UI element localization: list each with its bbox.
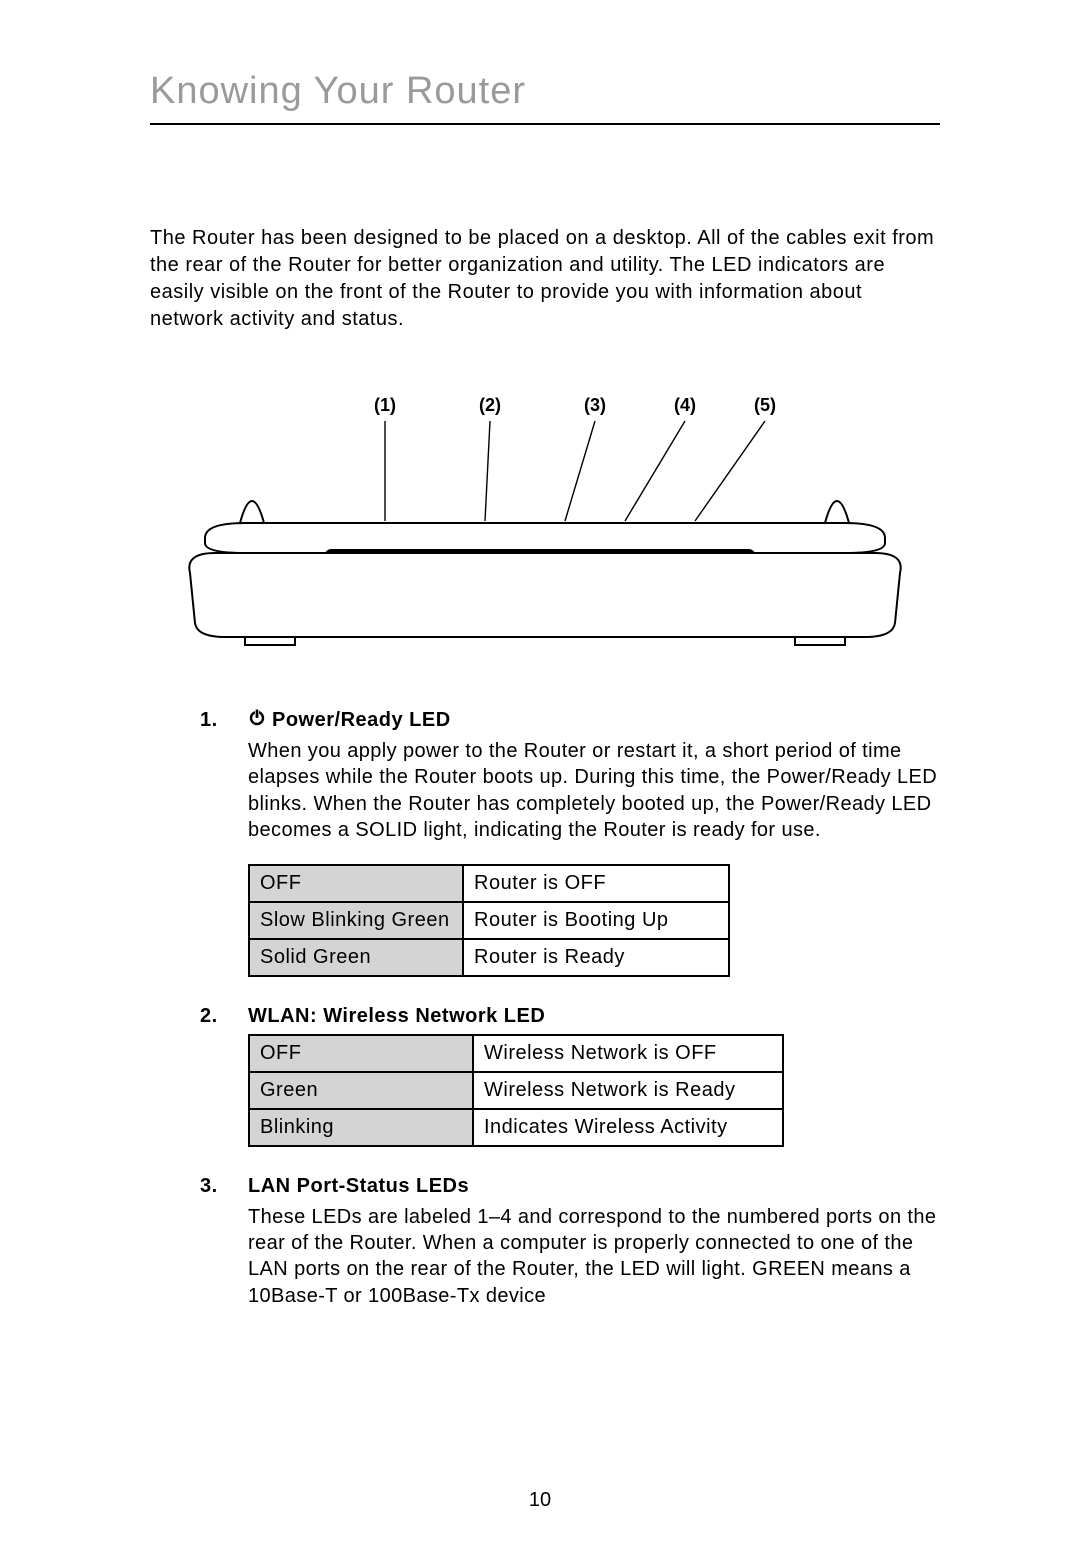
table-row: OFFRouter is OFF <box>249 865 729 902</box>
led-desc-cell: Indicates Wireless Activity <box>473 1109 783 1146</box>
led-item: 1. Power/Ready LED When you apply power to… <box>200 708 940 977</box>
led-state-cell: Solid Green <box>249 939 463 976</box>
led-desc-cell: Router is Booting Up <box>463 902 729 939</box>
section-title: Knowing Your Router <box>150 70 940 113</box>
table-row: BlinkingIndicates Wireless Activity <box>249 1109 783 1146</box>
led-item: 3.LAN Port-Status LEDs These LEDs are lab… <box>200 1175 940 1310</box>
led-state-cell: OFF <box>249 1035 473 1072</box>
manual-page: Knowing Your Router The Router has been … <box>0 0 1080 1542</box>
led-table: OFFWireless Network is OFFGreenWireless … <box>248 1034 784 1147</box>
item-number: 3. <box>200 1175 248 1198</box>
led-item: 2.WLAN: Wireless Network LED OFFWireless … <box>200 1005 940 1147</box>
item-body: When you apply power to the Router or re… <box>248 738 940 844</box>
led-state-cell: Green <box>249 1072 473 1109</box>
title-rule <box>150 123 940 125</box>
table-row: Slow Blinking GreenRouter is Booting Up <box>249 902 729 939</box>
table-row: Solid GreenRouter is Ready <box>249 939 729 976</box>
item-number: 2. <box>200 1005 248 1028</box>
item-body: These LEDs are labeled 1–4 and correspon… <box>248 1204 940 1310</box>
led-desc-cell: Wireless Network is OFF <box>473 1035 783 1072</box>
page-number: 10 <box>0 1489 1080 1512</box>
led-state-cell: OFF <box>249 865 463 902</box>
table-row: GreenWireless Network is Ready <box>249 1072 783 1109</box>
item-title: LAN Port-Status LEDs <box>248 1175 469 1198</box>
led-table: OFFRouter is OFFSlow Blinking GreenRoute… <box>248 864 730 977</box>
power-icon <box>248 708 266 732</box>
led-desc-cell: Wireless Network is Ready <box>473 1072 783 1109</box>
item-number: 1. <box>200 709 248 732</box>
led-state-cell: Slow Blinking Green <box>249 902 463 939</box>
intro-paragraph: The Router has been designed to be place… <box>150 225 940 333</box>
table-row: OFFWireless Network is OFF <box>249 1035 783 1072</box>
svg-text:(3): (3) <box>584 395 606 415</box>
router-diagram: (1)(2)(3)(4)(5)10/100/1000 LAN2.4GHz · H… <box>150 393 940 648</box>
svg-text:(2): (2) <box>479 395 501 415</box>
item-heading: 1. Power/Ready LED <box>200 708 940 732</box>
item-title: Power/Ready LED <box>272 709 451 732</box>
led-desc-cell: Router is OFF <box>463 865 729 902</box>
item-title: WLAN: Wireless Network LED <box>248 1005 545 1028</box>
svg-text:(5): (5) <box>754 395 776 415</box>
svg-text:(4): (4) <box>674 395 696 415</box>
led-desc-cell: Router is Ready <box>463 939 729 976</box>
item-heading: 2.WLAN: Wireless Network LED <box>200 1005 940 1028</box>
item-heading: 3.LAN Port-Status LEDs <box>200 1175 940 1198</box>
led-state-cell: Blinking <box>249 1109 473 1146</box>
svg-text:(1): (1) <box>374 395 396 415</box>
led-descriptions: 1. Power/Ready LED When you apply power to… <box>150 708 940 1309</box>
